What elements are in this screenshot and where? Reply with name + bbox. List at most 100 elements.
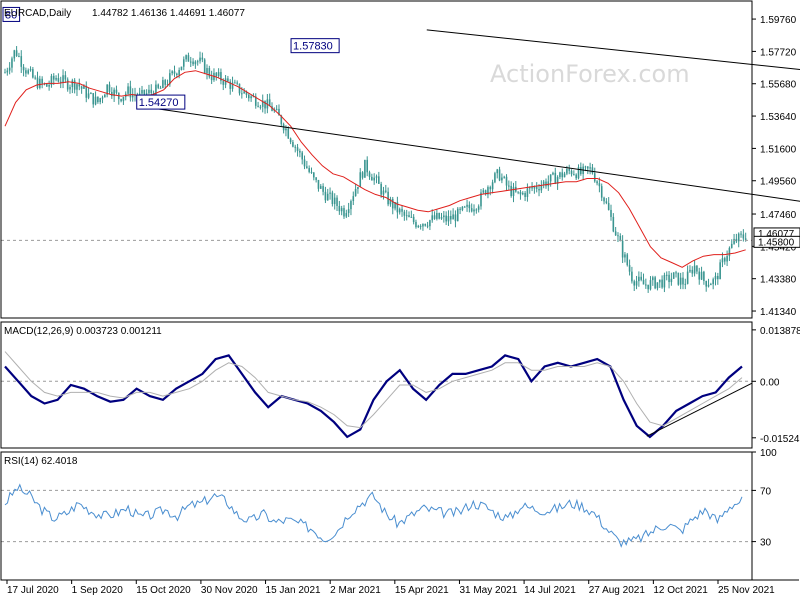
candle-body (668, 274, 670, 283)
candle-body (742, 234, 745, 239)
candle-body (535, 186, 538, 189)
candle-body (18, 55, 20, 57)
price-ytick-label: 1.59760 (760, 15, 797, 26)
candle-body (698, 271, 701, 280)
candle-body (549, 174, 552, 182)
candle-body (577, 167, 580, 179)
candle-body (610, 209, 612, 217)
candle-body (155, 84, 157, 98)
candle-body (336, 197, 338, 207)
price-ytick-label: 1.51600 (760, 144, 797, 155)
candle-body (384, 190, 387, 192)
price-annotation-box (290, 38, 340, 54)
candle-body (285, 128, 287, 131)
candle-body (463, 206, 466, 208)
candle-body (25, 70, 27, 74)
candle-body (333, 197, 336, 205)
candle-body (238, 83, 241, 94)
candle-body (69, 87, 71, 90)
candle-body (352, 196, 355, 202)
candle-body (547, 181, 550, 187)
candle-body (689, 269, 691, 272)
candle-body (719, 262, 721, 280)
price-ytick-label: 1.45420 (760, 242, 797, 253)
candle-body (580, 167, 582, 174)
candle-body (264, 100, 266, 109)
candle-body (166, 84, 169, 86)
candle-body (59, 81, 62, 83)
candle-body (466, 204, 468, 207)
candle-body (301, 152, 303, 160)
candle-body (480, 192, 482, 207)
candle-body (740, 233, 742, 235)
candle-body (633, 281, 636, 286)
candle-body (319, 186, 322, 189)
candle-body (624, 254, 626, 258)
candle-body (482, 190, 485, 193)
candle-body (206, 68, 208, 74)
candle-body (187, 55, 190, 62)
candle-body (201, 57, 204, 60)
macd-ytick-label: 0.013878 (760, 326, 800, 337)
candle-body (508, 185, 510, 187)
candle-body (268, 99, 271, 107)
candle-body (208, 68, 211, 77)
candle-body (412, 216, 415, 222)
candle-body (677, 272, 680, 285)
candle-body (593, 173, 596, 182)
candle-body (568, 169, 571, 171)
candle-body (113, 89, 115, 97)
candle-body (20, 56, 23, 67)
candle-body (712, 279, 714, 285)
candle-body (603, 197, 605, 202)
candle-body (55, 78, 57, 80)
candle-body (148, 89, 150, 94)
rsi-title: RSI(14) 62.4018 (4, 456, 78, 467)
candle-body (22, 66, 25, 71)
candle-body (566, 169, 568, 174)
candle-body (71, 80, 74, 88)
candle-body (373, 177, 375, 181)
macd-line (4, 354, 743, 439)
candle-body (127, 86, 129, 94)
candle-body (635, 281, 638, 286)
candle-body (556, 177, 559, 184)
level-price-tag (753, 235, 800, 248)
candle-body (524, 192, 526, 197)
candle-body (364, 159, 366, 178)
candle-body (542, 181, 545, 186)
x-tick-label: 15 Oct 2020 (136, 585, 191, 596)
price-annotation-box (136, 94, 186, 110)
macd-title: MACD(12,26,9) 0.003723 0.001211 (4, 326, 162, 337)
rsi-ytick-label: 30 (760, 538, 772, 549)
candle-body (4, 72, 6, 74)
candle-body (552, 172, 554, 175)
candle-body (287, 128, 290, 139)
upper-channel-line (426, 29, 800, 71)
candle-body (519, 191, 522, 195)
candle-body (45, 83, 48, 87)
candle-body (83, 85, 85, 89)
x-tick-label: 12 Oct 2021 (653, 585, 708, 596)
candle-body (299, 150, 301, 153)
candle-body (396, 202, 399, 213)
candle-body (94, 96, 97, 105)
candle-body (371, 176, 373, 181)
candle-body (526, 188, 529, 197)
candle-body (561, 172, 564, 178)
candle-body (461, 206, 464, 210)
candle-body (27, 70, 30, 74)
candle-body (229, 81, 232, 89)
candle-body (621, 240, 624, 258)
candle-body (378, 176, 380, 184)
candle-body (598, 183, 601, 187)
candle-body (157, 84, 160, 88)
candle-body (510, 185, 512, 197)
candle-body (405, 215, 408, 217)
candle-body (394, 202, 396, 209)
candle-body (477, 206, 480, 210)
candle-body (531, 187, 533, 189)
macd-trend-line (646, 382, 753, 437)
candle-body (62, 75, 64, 83)
candle-body (484, 190, 487, 195)
